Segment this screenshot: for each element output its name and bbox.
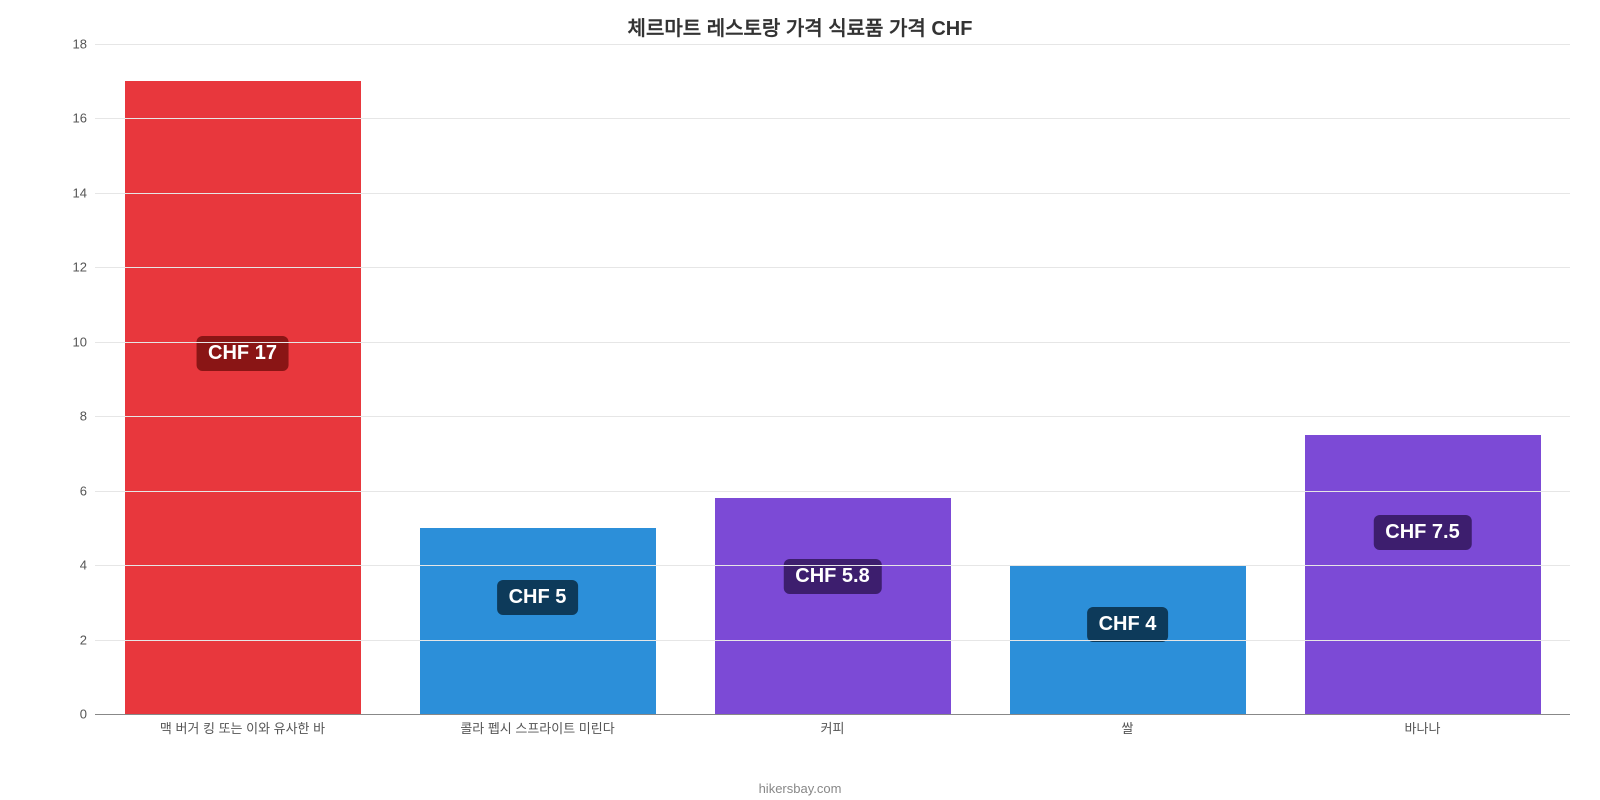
plot-region: CHF 17CHF 5CHF 5.8CHF 4CHF 7.5 맥 버거 킹 또는… [95, 44, 1570, 715]
bar-slot: CHF 5.8 [685, 44, 980, 714]
gridline [95, 491, 1570, 492]
gridline [95, 267, 1570, 268]
y-tick-label: 12 [55, 260, 87, 275]
source-attribution: hikersbay.com [0, 781, 1600, 796]
x-axis-labels: 맥 버거 킹 또는 이와 유사한 바 콜라 펩시 스프라이트 미린다 커피 쌀 바나나 [95, 718, 1570, 742]
bar-slot: CHF 17 [95, 44, 390, 714]
y-tick-label: 0 [55, 707, 87, 722]
gridline [95, 193, 1570, 194]
y-tick-label: 18 [55, 37, 87, 52]
bar [715, 498, 951, 714]
y-tick-label: 8 [55, 409, 87, 424]
chart-area: CHF 17 CHF 5 CHF 5.8 CHF 4 CHF 7.5 맥 버거 킹 또는… [60, 44, 1570, 745]
y-tick-label: 4 [55, 558, 87, 573]
gridline [95, 342, 1570, 343]
y-tick-label: 6 [55, 483, 87, 498]
y-tick-label: 16 [55, 111, 87, 126]
x-axis-label: 쌀 [1122, 718, 1134, 737]
gridline [95, 565, 1570, 566]
chart-title: 체르마트 레스토랑 가격 식료품 가격 CHF [0, 0, 1600, 41]
x-axis-label: 바나나 [1405, 718, 1441, 737]
y-tick-label: 10 [55, 334, 87, 349]
bars-container: CHF 17 CHF 5 CHF 5.8 CHF 4 CHF 7.5 [95, 44, 1570, 714]
gridline [95, 44, 1570, 45]
x-axis-label: 콜라 펩시 스프라이트 미린다 [460, 718, 614, 737]
bar-value-label: CHF 5.8 [783, 559, 881, 594]
bar-slot: CHF 4 [980, 44, 1275, 714]
bar-slot: CHF 5 [390, 44, 685, 714]
y-tick-label: 14 [55, 185, 87, 200]
y-tick-label: 2 [55, 632, 87, 647]
bar-value-label: CHF 4 [1087, 607, 1169, 642]
x-axis-label: 맥 버거 킹 또는 이와 유사한 바 [160, 718, 325, 737]
bar-value-label: CHF 5 [497, 580, 579, 615]
bar [125, 81, 361, 714]
x-axis-label: 커피 [821, 718, 845, 737]
bar-value-label: CHF 7.5 [1373, 515, 1471, 550]
bar [1305, 435, 1541, 714]
bar [420, 528, 656, 714]
gridline [95, 416, 1570, 417]
bar-slot: CHF 7.5 [1275, 44, 1570, 714]
gridline [95, 118, 1570, 119]
gridline [95, 640, 1570, 641]
